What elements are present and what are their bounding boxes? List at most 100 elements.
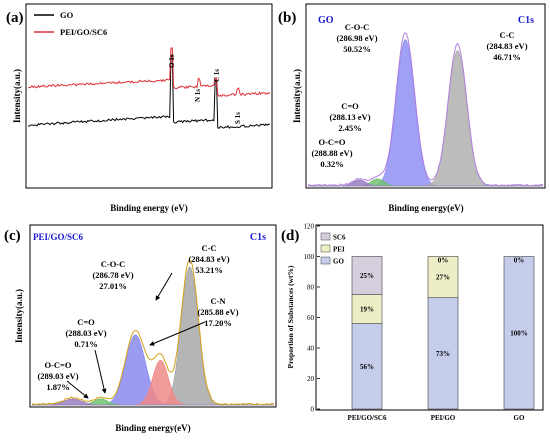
arrow-c-cc xyxy=(155,272,173,301)
annotation-s1s: S 1s xyxy=(234,112,242,124)
panel-b-peak-labels: C-O-C (286.98 eV) 50.52% C-C (284.83 eV)… xyxy=(311,22,527,169)
ytick-label: 20 xyxy=(307,375,315,383)
panel-c-region: C1s xyxy=(250,232,266,243)
panel-d: (d) Proportion of Substances (wt%) 0 20 40… xyxy=(281,223,544,422)
data-label: 100% xyxy=(510,329,528,337)
panel-b-xlabel: Binding energy(eV) xyxy=(388,203,463,213)
annotation-o1s: O 1s xyxy=(168,54,176,68)
panel-b: (b) GO C1s C-O-C (286.98 eV) 50.52% C-C … xyxy=(278,3,546,213)
panel-a-ylabel: Intensity(a.u.) xyxy=(12,69,22,123)
ytick-label: 40 xyxy=(307,345,315,353)
annotation-c1s: C 1s xyxy=(213,69,221,82)
label-c-co-energy: (288.03 eV) xyxy=(65,328,106,338)
panel-c-arrows xyxy=(66,272,206,399)
label-c-co-name: C=O xyxy=(77,317,95,327)
label-c-cc-energy: (284.83 eV) xyxy=(188,254,229,264)
data-label: 27% xyxy=(436,274,450,282)
bar-go-1 xyxy=(427,297,459,410)
xtick-label: PEI/GO xyxy=(431,414,456,422)
panel-b-ylabel: Intensity(a.u.) xyxy=(292,69,302,123)
label-b-co-name: C=O xyxy=(341,101,359,111)
label-c-cn-percent: 17.20% xyxy=(204,318,232,328)
annotation-n1s: N 1s xyxy=(194,89,202,102)
panel-b-title: GO xyxy=(318,15,334,26)
panel-c-peaks xyxy=(32,266,274,406)
legend-swatch-sc6 xyxy=(320,232,331,241)
label-b-cc-energy: (284.83 eV) xyxy=(486,41,527,51)
panel-c: (c) PEI/GO/SC6 C1s C-C (284.83 eV) 53.21… xyxy=(4,224,277,433)
panel-d-legend: SC6 PEI GO xyxy=(320,232,346,266)
panel-b-envelope-line xyxy=(307,32,544,187)
data-label: 19% xyxy=(360,306,374,314)
panel-c-peak-labels: C-C (284.83 eV) 53.21% C-O-C (286.78 eV)… xyxy=(37,243,238,392)
label-c-coc-name: C-O-C xyxy=(101,259,126,269)
panel-b-label: (b) xyxy=(278,10,296,26)
label-b-cc-name: C-C xyxy=(499,30,514,40)
arrow-c-oco xyxy=(66,380,89,399)
data-label: 56% xyxy=(360,363,374,371)
label-c-coc-percent: 27.01% xyxy=(99,281,127,291)
panel-b-region: C1s xyxy=(518,15,534,26)
panel-a-frame xyxy=(25,3,273,189)
ytick-label: 100 xyxy=(304,253,315,261)
xtick-label: GO xyxy=(514,414,525,422)
label-b-coc-name: C-O-C xyxy=(345,22,370,32)
ytick-label: 60 xyxy=(307,314,315,322)
legend-label-go: GO xyxy=(333,258,344,266)
peak-oco xyxy=(32,398,274,406)
label-c-cn-energy: (285.88 eV) xyxy=(197,307,238,317)
series-line-pei-go-sc6 xyxy=(27,47,271,98)
legend-label-pei-go-sc6: PEI/GO/SC6 xyxy=(60,27,107,37)
data-label: 25% xyxy=(360,272,374,280)
legend-swatch-pei xyxy=(320,244,331,253)
panel-c-title: PEI/GO/SC6 xyxy=(33,232,84,242)
legend-label-go: GO xyxy=(60,10,74,20)
bar-go-0 xyxy=(351,323,383,410)
legend-label-sc6: SC6 xyxy=(333,234,346,242)
panel-c-frame xyxy=(29,224,277,408)
label-b-coc-percent: 50.52% xyxy=(343,44,371,54)
label-c-oco-name: O-C=O xyxy=(44,360,71,370)
label-b-oco-energy: (288.88 eV) xyxy=(311,148,352,158)
data-label: 73% xyxy=(436,350,450,358)
panel-d-bars: 56% 19% 25% 73% 27% 0% 100% 0% xyxy=(351,256,535,410)
panel-d-frame xyxy=(315,224,544,411)
panel-d-ylabel: Proportion of Substances (wt%) xyxy=(286,265,295,368)
panel-a-label: (a) xyxy=(6,10,24,26)
arrow-c-cn xyxy=(149,321,206,346)
label-c-coc-energy: (286.78 eV) xyxy=(92,270,133,280)
legend-label-pei: PEI xyxy=(333,246,345,254)
ytick-label: 0 xyxy=(311,406,315,414)
data-label: 0% xyxy=(438,257,449,265)
label-c-oco-energy: (289.03 eV) xyxy=(37,371,78,381)
bar-sc6-0 xyxy=(351,256,383,295)
legend-swatch-go xyxy=(320,256,331,265)
label-c-oco-percent: 1.87% xyxy=(46,382,69,392)
label-c-cc-percent: 53.21% xyxy=(195,265,223,275)
panel-a-legend: GO PEI/GO/SC6 xyxy=(34,10,107,37)
label-b-co-percent: 2.45% xyxy=(338,123,361,133)
panel-c-envelope-line xyxy=(31,258,275,406)
panel-d-yticks: 0 20 40 60 80 100 120 xyxy=(304,223,320,414)
label-c-cn-name: C-N xyxy=(210,296,226,306)
label-b-coc-energy: (286.98 eV) xyxy=(336,33,377,43)
peak-oco xyxy=(308,179,543,187)
ytick-label: 120 xyxy=(304,223,315,231)
label-b-co-energy: (288.13 eV) xyxy=(329,112,370,122)
bar-pei-1 xyxy=(427,256,459,298)
panel-c-ylabel: Intensity(a.u.) xyxy=(14,289,24,343)
label-c-cc-name: C-C xyxy=(201,243,216,253)
panel-b-frame xyxy=(305,3,546,189)
panel-a-xlabel: Binding energy (eV) xyxy=(110,203,188,213)
label-b-cc-percent: 46.71% xyxy=(493,52,521,62)
panel-a: (a) GO PEI/GO/SC6 O 1s N 1s C 1s S 1s Bi… xyxy=(6,3,273,213)
panel-c-label: (c) xyxy=(4,228,21,244)
label-b-oco-percent: 0.32% xyxy=(320,159,343,169)
panel-c-xlabel: Binding energy(eV) xyxy=(115,423,190,433)
arrow-c-co xyxy=(94,349,107,394)
label-c-co-percent: 0.71% xyxy=(74,339,97,349)
panel-d-label: (d) xyxy=(281,228,299,244)
label-b-oco-name: O-C=O xyxy=(318,137,345,147)
series-line-go xyxy=(27,54,270,129)
